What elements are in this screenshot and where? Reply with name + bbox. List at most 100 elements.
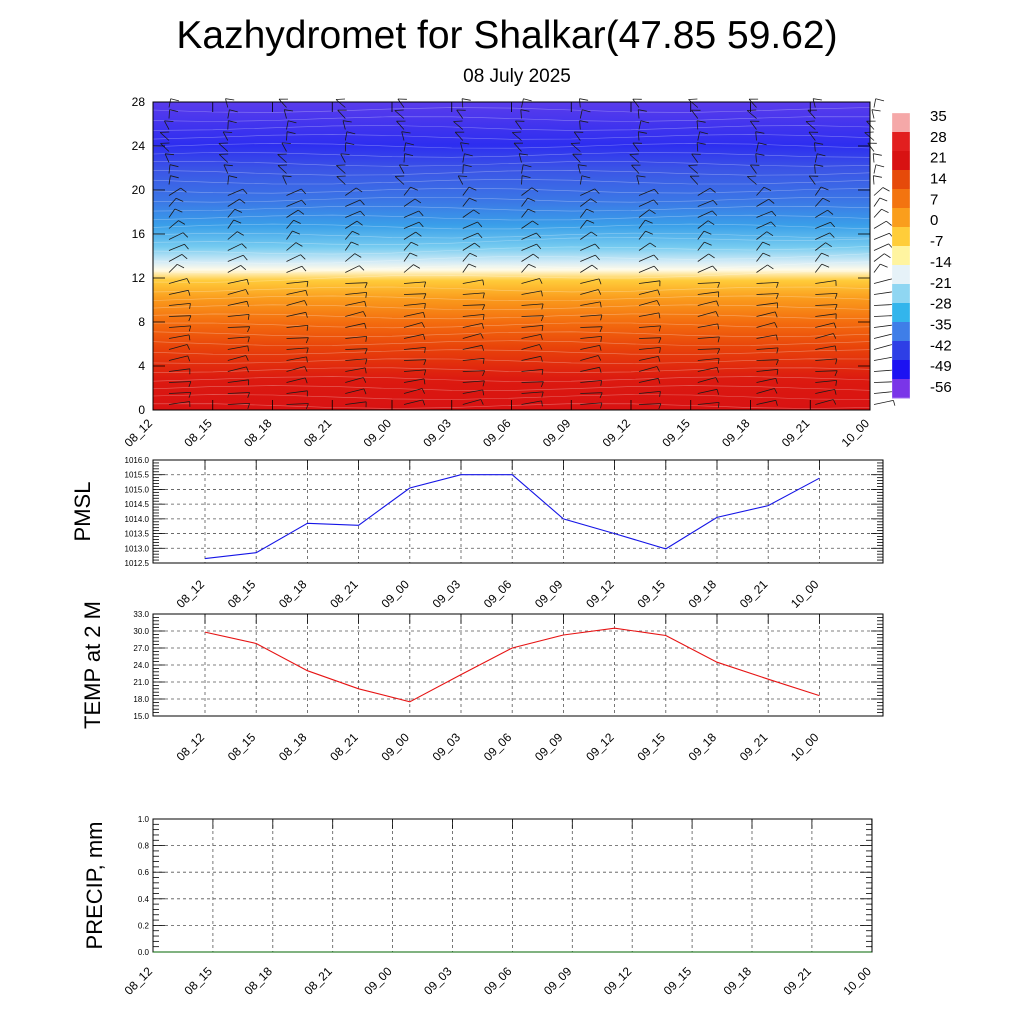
xtick-label: 09_06	[481, 964, 515, 998]
colorbar-swatch	[892, 341, 910, 361]
heatmap-ytick-label: 8	[138, 315, 145, 329]
heatmap-xtick-label: 09_12	[600, 416, 634, 450]
temp-2m-panel: 15.0 18.0 21.0 24.0 27.0 30.0 33.0 08_12 08_15 08…	[80, 601, 884, 764]
ytick-label: 0.8	[138, 842, 150, 851]
colorbar-label: -42	[930, 337, 952, 354]
colorbar-label: 28	[930, 129, 947, 146]
ytick-label: 15.0	[133, 712, 149, 721]
xtick-label: 08_12	[174, 730, 208, 764]
colorbar-swatch	[892, 170, 910, 190]
ytick-label: 27.0	[133, 644, 149, 653]
xtick-label: 08_12	[122, 964, 156, 998]
xtick-label: 09_03	[430, 577, 464, 611]
cross-section-panel: 0 4 8 12 16 20 24 28 08_12 08_15 08_18 08_21 09_00 09…	[122, 95, 897, 450]
ytick-label: 0.0	[138, 948, 150, 957]
xtick-label: 09_03	[421, 964, 455, 998]
xtick-label: 09_09	[532, 730, 566, 764]
colorbar-label: -14	[930, 254, 952, 271]
heatmap-xtick-label: 09_09	[540, 416, 574, 450]
xtick-label: 09_21	[737, 577, 771, 611]
heatmap-xtick-label: 08_15	[181, 416, 215, 450]
colorbar-label: -7	[930, 233, 943, 250]
heatmap-ytick-label: 24	[132, 139, 146, 153]
colorbar-swatch	[892, 151, 910, 171]
heatmap-ytick-label: 20	[132, 183, 146, 197]
colorbar: 35 28 21 14 7 0 -7 -14 -21 -28 -35 -42 -49 -56	[891, 108, 952, 399]
heatmap-xtick-label: 09_21	[779, 416, 813, 450]
xtick-label: 09_00	[378, 730, 412, 764]
contour-lines	[152, 107, 871, 409]
heatmap-xtick-label: 09_00	[361, 416, 395, 450]
ytick-label: 1013.5	[125, 530, 150, 539]
xtick-label: 09_18	[721, 964, 755, 998]
colorbar-label: 35	[930, 108, 947, 125]
colorbar-label: -35	[930, 317, 952, 334]
ytick-label: 21.0	[133, 678, 149, 687]
xtick-label: 09_15	[634, 577, 668, 611]
page-title: Kazhydromet for Shalkar(47.85 59.62)	[176, 14, 837, 57]
xtick-label: 09_06	[481, 730, 515, 764]
colorbar-label: -28	[930, 296, 952, 313]
heatmap-field	[153, 102, 870, 410]
colorbar-label: -21	[930, 275, 952, 292]
colorbar-swatch	[892, 360, 910, 380]
xtick-label: 09_15	[661, 964, 695, 998]
ytick-label: 1015.5	[125, 471, 150, 480]
heatmap-xtick-label: 08_18	[241, 416, 275, 450]
colorbar-label: 7	[930, 191, 938, 208]
xtick-label: 09_12	[583, 730, 617, 764]
pmsl-panel: 1012.5 1013.0 1013.5 1014.0 1014.5 1015.0 1015…	[70, 456, 884, 611]
ytick-label: 0.4	[138, 895, 150, 904]
xtick-label: 09_12	[583, 577, 617, 611]
colorbar-label: 21	[930, 150, 947, 167]
xtick-label: 08_18	[241, 964, 275, 998]
xtick-label: 08_18	[276, 730, 310, 764]
xtick-label: 08_12	[174, 577, 208, 611]
ytick-label: 1014.5	[125, 500, 150, 509]
y-axis-label: TEMP at 2 M	[80, 601, 105, 729]
heatmap-xtick-label: 09_15	[659, 416, 693, 450]
y-axis-label: PMSL	[70, 482, 95, 542]
ytick-label: 30.0	[133, 627, 149, 636]
xtick-label: 08_15	[225, 730, 259, 764]
xtick-label: 08_18	[276, 577, 310, 611]
ytick-label: 1014.0	[125, 515, 150, 524]
heatmap-ytick-label: 0	[138, 403, 145, 417]
colorbar-swatch	[892, 379, 910, 399]
xtick-label: 09_12	[601, 964, 635, 998]
heatmap-xtick-label: 08_21	[301, 416, 335, 450]
colorbar-swatch	[892, 284, 910, 304]
colorbar-swatch	[892, 189, 910, 209]
colorbar-label: -49	[930, 358, 952, 375]
ytick-label: 0.6	[138, 868, 150, 877]
xtick-label: 09_03	[430, 730, 464, 764]
xtick-label: 09_18	[686, 730, 720, 764]
ytick-label: 1013.0	[125, 544, 150, 553]
xtick-label: 08_15	[182, 964, 216, 998]
xtick-label: 08_21	[327, 577, 361, 611]
xtick-label: 08_21	[301, 964, 335, 998]
xtick-label: 08_21	[327, 730, 361, 764]
colorbar-swatch	[892, 303, 910, 323]
heatmap-xtick-label: 08_12	[122, 416, 156, 450]
colorbar-swatch	[892, 322, 910, 342]
xtick-label: 09_21	[781, 964, 815, 998]
y-axis-label: PRECIP, mm	[82, 822, 107, 950]
panel-frame	[152, 459, 884, 564]
heatmap-ytick-label: 28	[132, 95, 146, 109]
ytick-label: 18.0	[133, 695, 149, 704]
ytick-label: 0.2	[138, 921, 150, 930]
ytick-label: 1016.0	[125, 456, 150, 465]
page-subtitle: 08 July 2025	[463, 66, 571, 87]
heatmap-ytick-label: 4	[138, 359, 145, 373]
heatmap-xtick-label: 09_03	[420, 416, 454, 450]
colorbar-swatch	[892, 113, 910, 133]
colorbar-swatch	[892, 208, 910, 228]
xtick-label: 10_00	[840, 964, 874, 998]
heatmap-xtick-label: 09_06	[480, 416, 514, 450]
heatmap-xtick-label: 10_00	[839, 416, 873, 450]
colorbar-label: 14	[930, 171, 947, 188]
xtick-label: 09_21	[737, 730, 771, 764]
